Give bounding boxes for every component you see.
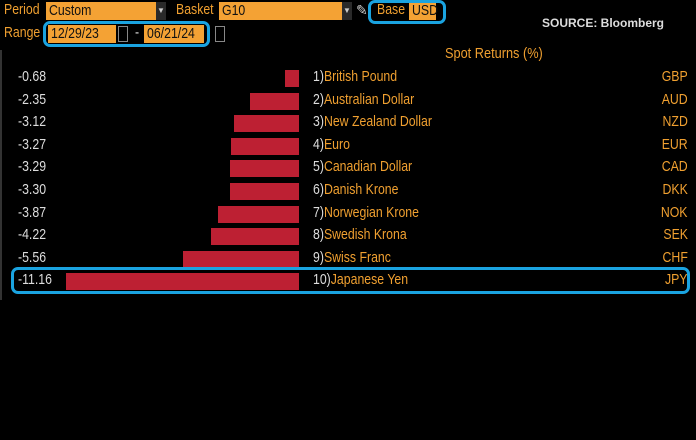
currency-code: SEK: [663, 226, 688, 244]
currency-name[interactable]: 8)Swedish Krona: [313, 226, 407, 243]
return-bar: [284, 70, 299, 87]
rank: 1): [313, 68, 324, 85]
rank: 4): [313, 135, 324, 153]
return-value: -3.27: [18, 135, 47, 153]
currency-name[interactable]: 7)Norwegian Krone: [313, 204, 419, 221]
range-end-field[interactable]: 06/21/24: [144, 25, 204, 43]
return-bar: [210, 228, 299, 246]
range-highlight: [43, 21, 210, 47]
currency-name[interactable]: 6)Danish Krone: [313, 181, 398, 198]
range-end-value: 06/21/24: [147, 25, 195, 42]
rank: 10): [313, 271, 331, 289]
table-row[interactable]: -3.29 5)Canadian Dollar CAD: [0, 158, 696, 180]
currency-label: Euro: [323, 135, 350, 153]
range-start-field[interactable]: 12/29/23: [48, 25, 116, 43]
range-separator: -: [135, 24, 140, 41]
currency-label: New Zealand Dollar: [323, 113, 432, 131]
rank: 3): [313, 113, 324, 131]
range-start-value: 12/29/23: [51, 25, 99, 42]
currency-name[interactable]: 4)Euro: [313, 136, 350, 153]
currency-label: Canadian Dollar: [323, 158, 413, 176]
period-label: Period: [4, 1, 40, 18]
currency-name[interactable]: 10)Japanese Yen: [313, 271, 408, 288]
base-value: USD: [412, 2, 438, 19]
source-label: SOURCE: Bloomberg: [542, 16, 665, 30]
rank: 8): [313, 226, 324, 244]
chart-title: Spot Returns (%): [445, 45, 543, 62]
return-value: -2.35: [18, 90, 47, 108]
currency-label: British Pound: [323, 68, 398, 85]
currency-code: AUD: [662, 90, 688, 108]
return-value: -3.12: [18, 113, 47, 131]
currency-name[interactable]: 5)Canadian Dollar: [313, 158, 412, 175]
basket-label: Basket: [176, 1, 214, 18]
rank: 9): [313, 248, 324, 266]
currency-label: Australian Dollar: [323, 90, 415, 108]
start-calendar-icon[interactable]: [118, 26, 128, 42]
range-label: Range: [4, 24, 41, 41]
currency-label: Norwegian Krone: [323, 203, 419, 221]
table-row[interactable]: -2.35 2)Australian Dollar AUD: [0, 91, 696, 113]
table-row[interactable]: -11.16 10)Japanese Yen JPY: [0, 271, 696, 293]
jpy-highlight: [11, 267, 690, 294]
return-bar: [65, 273, 299, 291]
currency-label: Danish Krone: [323, 181, 399, 198]
rank: 5): [313, 158, 324, 176]
currency-code: NOK: [661, 203, 688, 221]
period-select[interactable]: Custom: [46, 2, 156, 20]
period-value: Custom: [49, 2, 92, 19]
currency-name[interactable]: 3)New Zealand Dollar: [313, 113, 432, 130]
base-currency-field[interactable]: USD: [409, 2, 438, 20]
period-dropdown-icon[interactable]: ▼: [156, 2, 166, 20]
table-row[interactable]: -4.22 8)Swedish Krona SEK: [0, 226, 696, 248]
currency-label: Swedish Krona: [323, 226, 407, 244]
table-row[interactable]: -3.87 7)Norwegian Krone NOK: [0, 204, 696, 226]
end-calendar-icon[interactable]: [215, 26, 225, 42]
table-row[interactable]: -0.68 1)British Pound GBP: [0, 68, 696, 90]
return-value: -5.56: [18, 248, 47, 266]
currency-label: Japanese Yen: [330, 271, 409, 289]
base-label: Base: [377, 1, 406, 18]
currency-code: CHF: [662, 248, 688, 266]
return-bar: [218, 205, 299, 223]
table-row[interactable]: -3.27 4)Euro EUR: [0, 136, 696, 158]
divider: [0, 50, 2, 300]
return-bar: [233, 115, 299, 133]
currency-label: Swiss Franc: [323, 248, 391, 266]
currency-name[interactable]: 1)British Pound: [313, 68, 397, 85]
return-value: -3.30: [18, 181, 47, 198]
table-row[interactable]: -5.56 9)Swiss Franc CHF: [0, 249, 696, 271]
currency-code: DKK: [662, 181, 688, 198]
basket-value: G10: [222, 2, 246, 19]
basket-dropdown-icon[interactable]: ▼: [342, 2, 352, 20]
return-value: -3.87: [18, 203, 47, 221]
return-value: -0.68: [18, 68, 47, 85]
base-highlight: [368, 0, 446, 24]
table-row[interactable]: -3.12 3)New Zealand Dollar NZD: [0, 113, 696, 135]
rank: 6): [313, 181, 324, 198]
edit-pencil-icon[interactable]: ✎: [356, 2, 368, 18]
return-bar: [182, 250, 299, 268]
table-row[interactable]: -3.30 6)Danish Krone DKK: [0, 181, 696, 203]
currency-code: EUR: [662, 135, 688, 153]
currency-name[interactable]: 2)Australian Dollar: [313, 91, 414, 108]
currency-code: CAD: [662, 158, 688, 176]
return-value: -3.29: [18, 158, 47, 176]
rank: 2): [313, 90, 324, 108]
currency-code: GBP: [662, 68, 688, 85]
currency-code: NZD: [662, 113, 688, 131]
return-value: -4.22: [18, 226, 47, 244]
currency-code: JPY: [665, 271, 688, 289]
currency-name[interactable]: 9)Swiss Franc: [313, 249, 391, 266]
basket-select[interactable]: G10: [219, 2, 342, 20]
return-bar: [249, 92, 299, 110]
return-bar: [230, 183, 299, 200]
rank: 7): [313, 203, 324, 221]
return-bar: [230, 137, 299, 155]
return-value: -11.16: [18, 271, 52, 289]
return-bar: [230, 160, 299, 178]
